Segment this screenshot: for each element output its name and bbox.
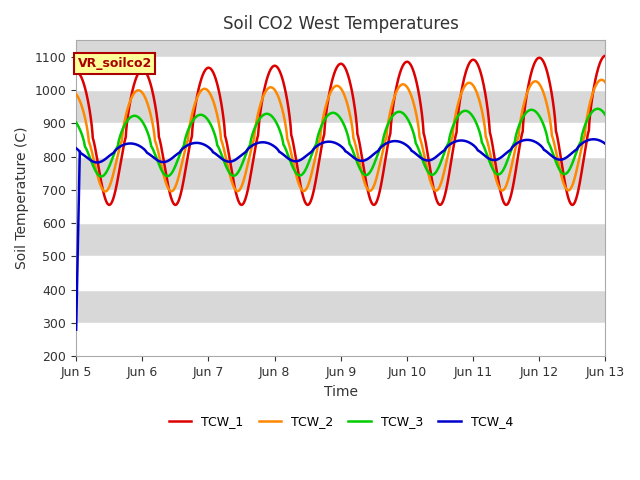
Y-axis label: Soil Temperature (C): Soil Temperature (C) bbox=[15, 127, 29, 269]
TCW_3 bbox=[594, 106, 602, 112]
TCW_1 bbox=[586, 120, 593, 126]
Bar bbox=[76, 256, 605, 290]
TCW_2 bbox=[598, 77, 605, 83]
TCW_4 bbox=[295, 158, 303, 164]
TCW_2 bbox=[101, 189, 109, 194]
TCW_3 bbox=[97, 174, 105, 180]
TCW_2 bbox=[602, 80, 609, 85]
TCW_4 bbox=[299, 156, 307, 161]
TCW_1 bbox=[72, 69, 80, 74]
TCW_3 bbox=[72, 120, 80, 125]
TCW_3 bbox=[299, 171, 307, 177]
TCW_1 bbox=[324, 99, 332, 105]
Title: Soil CO2 West Temperatures: Soil CO2 West Temperatures bbox=[223, 15, 459, 33]
TCW_2 bbox=[324, 96, 332, 102]
Line: TCW_1: TCW_1 bbox=[76, 56, 605, 205]
TCW_2 bbox=[559, 179, 567, 184]
Line: TCW_4: TCW_4 bbox=[76, 139, 605, 162]
TCW_4 bbox=[589, 136, 597, 142]
TCW_1 bbox=[559, 168, 567, 174]
TCW_2 bbox=[586, 103, 593, 109]
TCW_1 bbox=[106, 202, 113, 208]
Line: TCW_3: TCW_3 bbox=[76, 109, 605, 177]
TCW_1 bbox=[299, 192, 307, 198]
Bar bbox=[76, 57, 605, 90]
TCW_2 bbox=[295, 180, 303, 186]
TCW_4 bbox=[457, 138, 465, 144]
TCW_4 bbox=[72, 145, 80, 151]
Bar bbox=[76, 190, 605, 223]
TCW_2 bbox=[72, 91, 80, 97]
TCW_2 bbox=[457, 92, 465, 97]
TCW_1 bbox=[295, 172, 303, 178]
TCW_3 bbox=[586, 113, 593, 119]
Bar bbox=[76, 323, 605, 356]
TCW_1 bbox=[457, 92, 465, 98]
Line: TCW_2: TCW_2 bbox=[76, 80, 605, 192]
TCW_3 bbox=[602, 112, 609, 118]
TCW_3 bbox=[457, 110, 465, 116]
TCW_3 bbox=[324, 113, 332, 119]
TCW_4 bbox=[602, 141, 609, 147]
Legend: TCW_1, TCW_2, TCW_3, TCW_4: TCW_1, TCW_2, TCW_3, TCW_4 bbox=[164, 410, 518, 433]
TCW_3 bbox=[559, 171, 567, 177]
TCW_4 bbox=[324, 139, 332, 144]
TCW_4 bbox=[559, 156, 567, 162]
TCW_4 bbox=[586, 137, 593, 143]
TCW_2 bbox=[299, 188, 307, 193]
X-axis label: Time: Time bbox=[324, 384, 358, 398]
TCW_3 bbox=[295, 172, 303, 178]
Bar bbox=[76, 123, 605, 156]
Text: VR_soilco2: VR_soilco2 bbox=[77, 57, 152, 70]
TCW_4 bbox=[93, 159, 101, 165]
TCW_1 bbox=[602, 53, 609, 59]
